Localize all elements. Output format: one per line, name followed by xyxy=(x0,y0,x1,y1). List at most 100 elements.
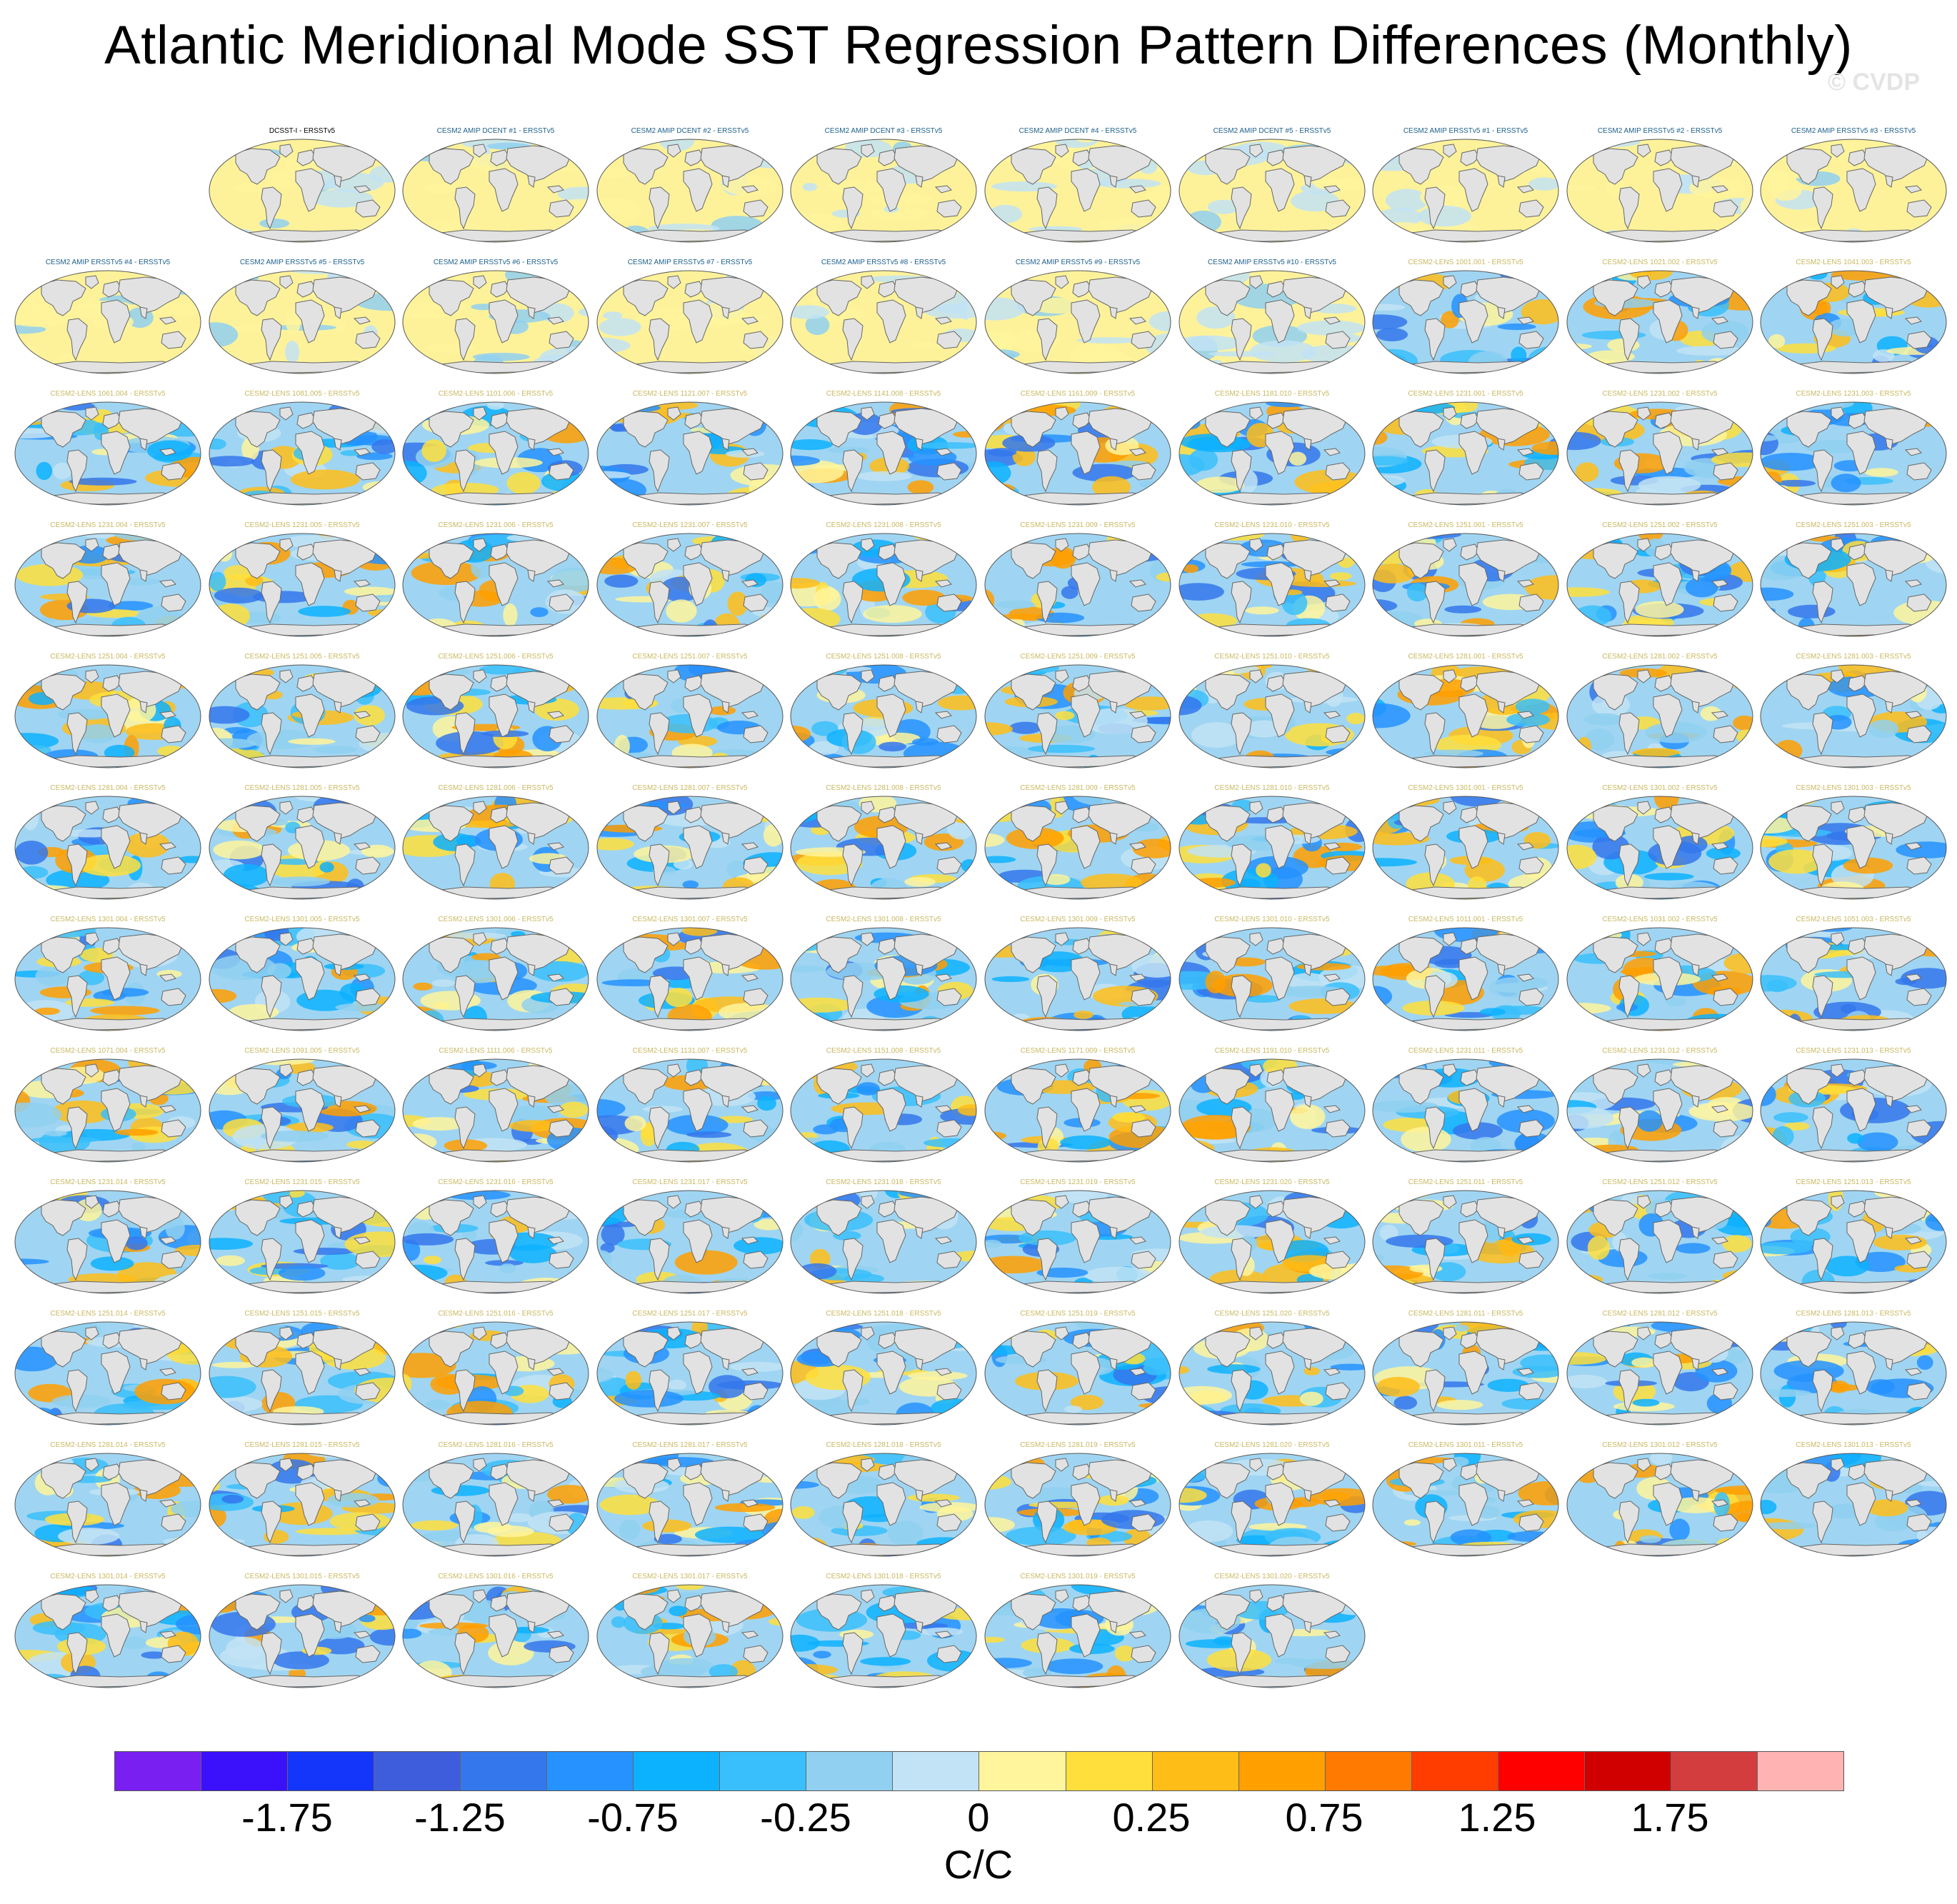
landmass-africa xyxy=(1653,693,1683,738)
landmass-north-america xyxy=(1011,1331,1056,1368)
sst-anomaly-blob xyxy=(1207,1364,1261,1374)
sst-anomaly-blob xyxy=(1179,583,1224,601)
landmass-australia xyxy=(1518,1251,1544,1269)
map-panel: CESM2-LENS 1281.019 - ERSSTv5 xyxy=(983,1441,1173,1573)
map-panel: CESM2-LENS 1191.010 - ERSSTv5 xyxy=(1177,1047,1367,1178)
world-map xyxy=(790,1321,977,1426)
sst-anomaly-blob xyxy=(1615,873,1643,891)
sst-anomaly-blob xyxy=(1299,1391,1323,1406)
sst-anomaly-blob xyxy=(1313,533,1347,536)
panel-title: CESM2-LENS 1301.018 - ERSSTv5 xyxy=(826,1573,941,1580)
landmass-south-america xyxy=(1231,712,1252,756)
landmass-india xyxy=(334,832,342,845)
sst-anomaly-blob xyxy=(1733,715,1753,731)
landmass-africa xyxy=(876,1219,906,1263)
landmass-greenland xyxy=(1637,538,1651,552)
landmass-india xyxy=(1109,569,1118,582)
landmass-greenland xyxy=(473,932,487,946)
landmass-africa xyxy=(1265,431,1295,475)
landmass-maritime-continent xyxy=(934,1630,952,1639)
landmass-maritime-continent xyxy=(353,842,371,851)
map-border xyxy=(1760,139,1947,243)
landmass-africa xyxy=(876,1482,906,1526)
landmass-australia xyxy=(1906,1382,1932,1401)
landmass-greenland xyxy=(1443,275,1457,289)
sst-anomaly-blob xyxy=(1551,231,1558,242)
landmass-greenland xyxy=(861,1326,875,1341)
sst-anomaly-blob xyxy=(184,1546,201,1555)
sst-anomaly-blob xyxy=(1146,185,1171,209)
landmass-greenland xyxy=(1249,1063,1263,1078)
landmass-greenland xyxy=(1055,406,1069,421)
sst-anomaly-blob xyxy=(344,586,395,596)
landmass-africa xyxy=(101,299,131,344)
world-map xyxy=(402,1321,589,1426)
sst-anomaly-blob xyxy=(597,796,625,810)
sst-anomaly-blob xyxy=(1705,358,1731,374)
landmass-maritime-continent xyxy=(353,1499,371,1508)
sst-anomaly-blob xyxy=(941,894,976,899)
world-map xyxy=(14,1058,201,1163)
landmass-europe xyxy=(1654,543,1674,561)
landmass-north-america xyxy=(623,1331,669,1368)
sst-anomaly-blob xyxy=(79,854,141,877)
landmass-greenland xyxy=(1443,669,1457,683)
sst-anomaly-blob xyxy=(985,297,1026,321)
map-panel: CESM2-LENS 1281.008 - ERSSTv5 xyxy=(789,784,978,916)
map-panel: CESM2 AMIP ERSSTv5 #1 - ERSSTv5 xyxy=(1371,127,1561,259)
sst-anomaly-blob xyxy=(1901,1278,1946,1292)
landmass-greenland xyxy=(667,1458,681,1472)
landmass-south-america xyxy=(454,318,476,361)
sst-anomaly-blob xyxy=(267,963,291,979)
sst-anomaly-blob xyxy=(887,1520,924,1546)
landmass-africa xyxy=(1071,562,1101,606)
panel-title: CESM2-LENS 1301.003 - ERSSTv5 xyxy=(1796,784,1911,792)
sst-anomaly-blob xyxy=(1191,722,1243,748)
sst-anomaly-blob xyxy=(962,533,976,545)
sst-anomaly-blob xyxy=(403,665,419,673)
sst-anomaly-blob xyxy=(827,180,886,194)
sst-anomaly-blob xyxy=(597,538,621,556)
sst-anomaly-blob xyxy=(216,546,233,562)
landmass-maritime-continent xyxy=(1516,316,1534,325)
landmass-africa xyxy=(683,1219,713,1263)
landmass-africa xyxy=(295,562,325,606)
sst-anomaly-blob xyxy=(431,979,456,987)
map-panel: CESM2-LENS 1231.016 - ERSSTv5 xyxy=(401,1178,591,1310)
sst-anomaly-blob xyxy=(1567,271,1578,290)
landmass-africa xyxy=(876,956,906,1001)
world-map xyxy=(1178,139,1366,243)
colorbar-swatch xyxy=(1238,1752,1326,1790)
sst-anomaly-blob xyxy=(1142,1588,1163,1600)
sst-anomaly-blob xyxy=(579,491,589,501)
sst-anomaly-blob xyxy=(1373,1011,1401,1025)
landmass-south-america xyxy=(454,712,476,756)
panel-title: CESM2 AMIP ERSSTv5 #8 - ERSSTv5 xyxy=(821,259,946,266)
map-border xyxy=(1178,533,1366,637)
landmass-india xyxy=(1109,175,1118,188)
landmass-africa xyxy=(101,1219,131,1263)
landmass-europe xyxy=(1266,1201,1286,1218)
world-map xyxy=(209,1321,396,1426)
landmass-australia xyxy=(549,725,574,743)
landmass-india xyxy=(1303,175,1312,188)
sst-anomaly-blob xyxy=(576,1067,589,1080)
landmass-greenland xyxy=(1249,669,1263,683)
landmass-europe xyxy=(684,1332,704,1349)
landmass-india xyxy=(915,1620,924,1633)
landmass-north-america xyxy=(1398,805,1444,842)
landmass-europe xyxy=(490,1595,510,1612)
landmass-india xyxy=(721,175,730,188)
panel-title: CESM2-LENS 1231.009 - ERSSTv5 xyxy=(1020,521,1136,529)
sst-anomaly-blob xyxy=(987,1141,1009,1158)
sst-anomaly-blob xyxy=(180,1016,201,1031)
sst-anomaly-blob xyxy=(1534,536,1558,550)
sst-anomaly-blob xyxy=(546,1059,589,1063)
landmass-greenland xyxy=(667,932,681,946)
sst-anomaly-blob xyxy=(1761,169,1790,187)
map-border xyxy=(1178,139,1366,243)
landmass-australia xyxy=(549,1119,574,1138)
landmass-australia xyxy=(549,1645,574,1663)
panel-title: CESM2-LENS 1231.017 - ERSSTv5 xyxy=(632,1178,748,1186)
landmass-australia xyxy=(1131,593,1156,612)
